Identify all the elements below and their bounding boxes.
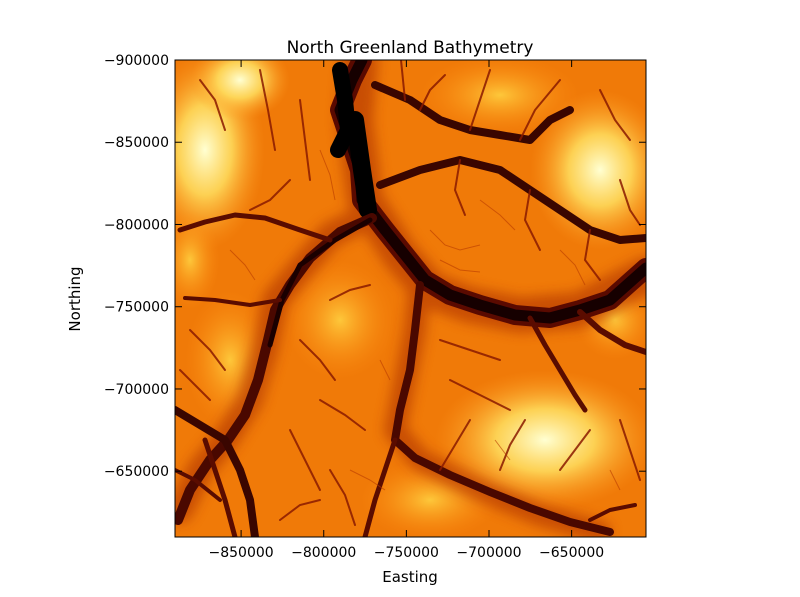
heatmap-image bbox=[175, 60, 646, 537]
highland-southeast bbox=[435, 370, 646, 510]
chart-title: North Greenland Bathymetry bbox=[287, 38, 534, 58]
x-tick-label: −800000 bbox=[291, 545, 356, 561]
y-axis: −900000 −850000 −800000 −750000 −700000 −6500… bbox=[104, 53, 646, 480]
main-fjord-channels bbox=[175, 60, 646, 537]
northeast-branch bbox=[371, 81, 574, 144]
east-lower-branch bbox=[527, 315, 588, 413]
x-tick-label: −650000 bbox=[539, 545, 604, 561]
y-tick-label: −850000 bbox=[104, 135, 169, 151]
y-axis-label: Northing bbox=[66, 266, 84, 331]
y-tick-label: −650000 bbox=[104, 464, 169, 480]
plot-frame bbox=[174, 59, 647, 538]
y-tick-label: −800000 bbox=[104, 217, 169, 233]
y-tick-label: −700000 bbox=[104, 382, 169, 398]
highland-central bbox=[285, 260, 395, 380]
highland-northwest-corner bbox=[175, 210, 220, 310]
south-branch bbox=[391, 281, 614, 536]
y-tick-label: −900000 bbox=[104, 53, 169, 69]
highland-west-top bbox=[190, 60, 290, 120]
tributary-network bbox=[179, 60, 641, 526]
highland-areas bbox=[175, 60, 646, 537]
west-branch bbox=[177, 212, 333, 243]
x-tick-label: −750000 bbox=[374, 545, 439, 561]
fine-texture bbox=[229, 149, 621, 491]
y-tick-label: −750000 bbox=[104, 300, 169, 316]
x-tick-label: −700000 bbox=[456, 545, 521, 561]
x-axis: −850000 −800000 −750000 −700000 −650000 bbox=[209, 60, 604, 561]
highland-north bbox=[420, 60, 580, 135]
x-tick-label: −850000 bbox=[209, 545, 274, 561]
x-axis-label: Easting bbox=[382, 568, 438, 586]
southwest-lower-branch bbox=[175, 406, 259, 537]
